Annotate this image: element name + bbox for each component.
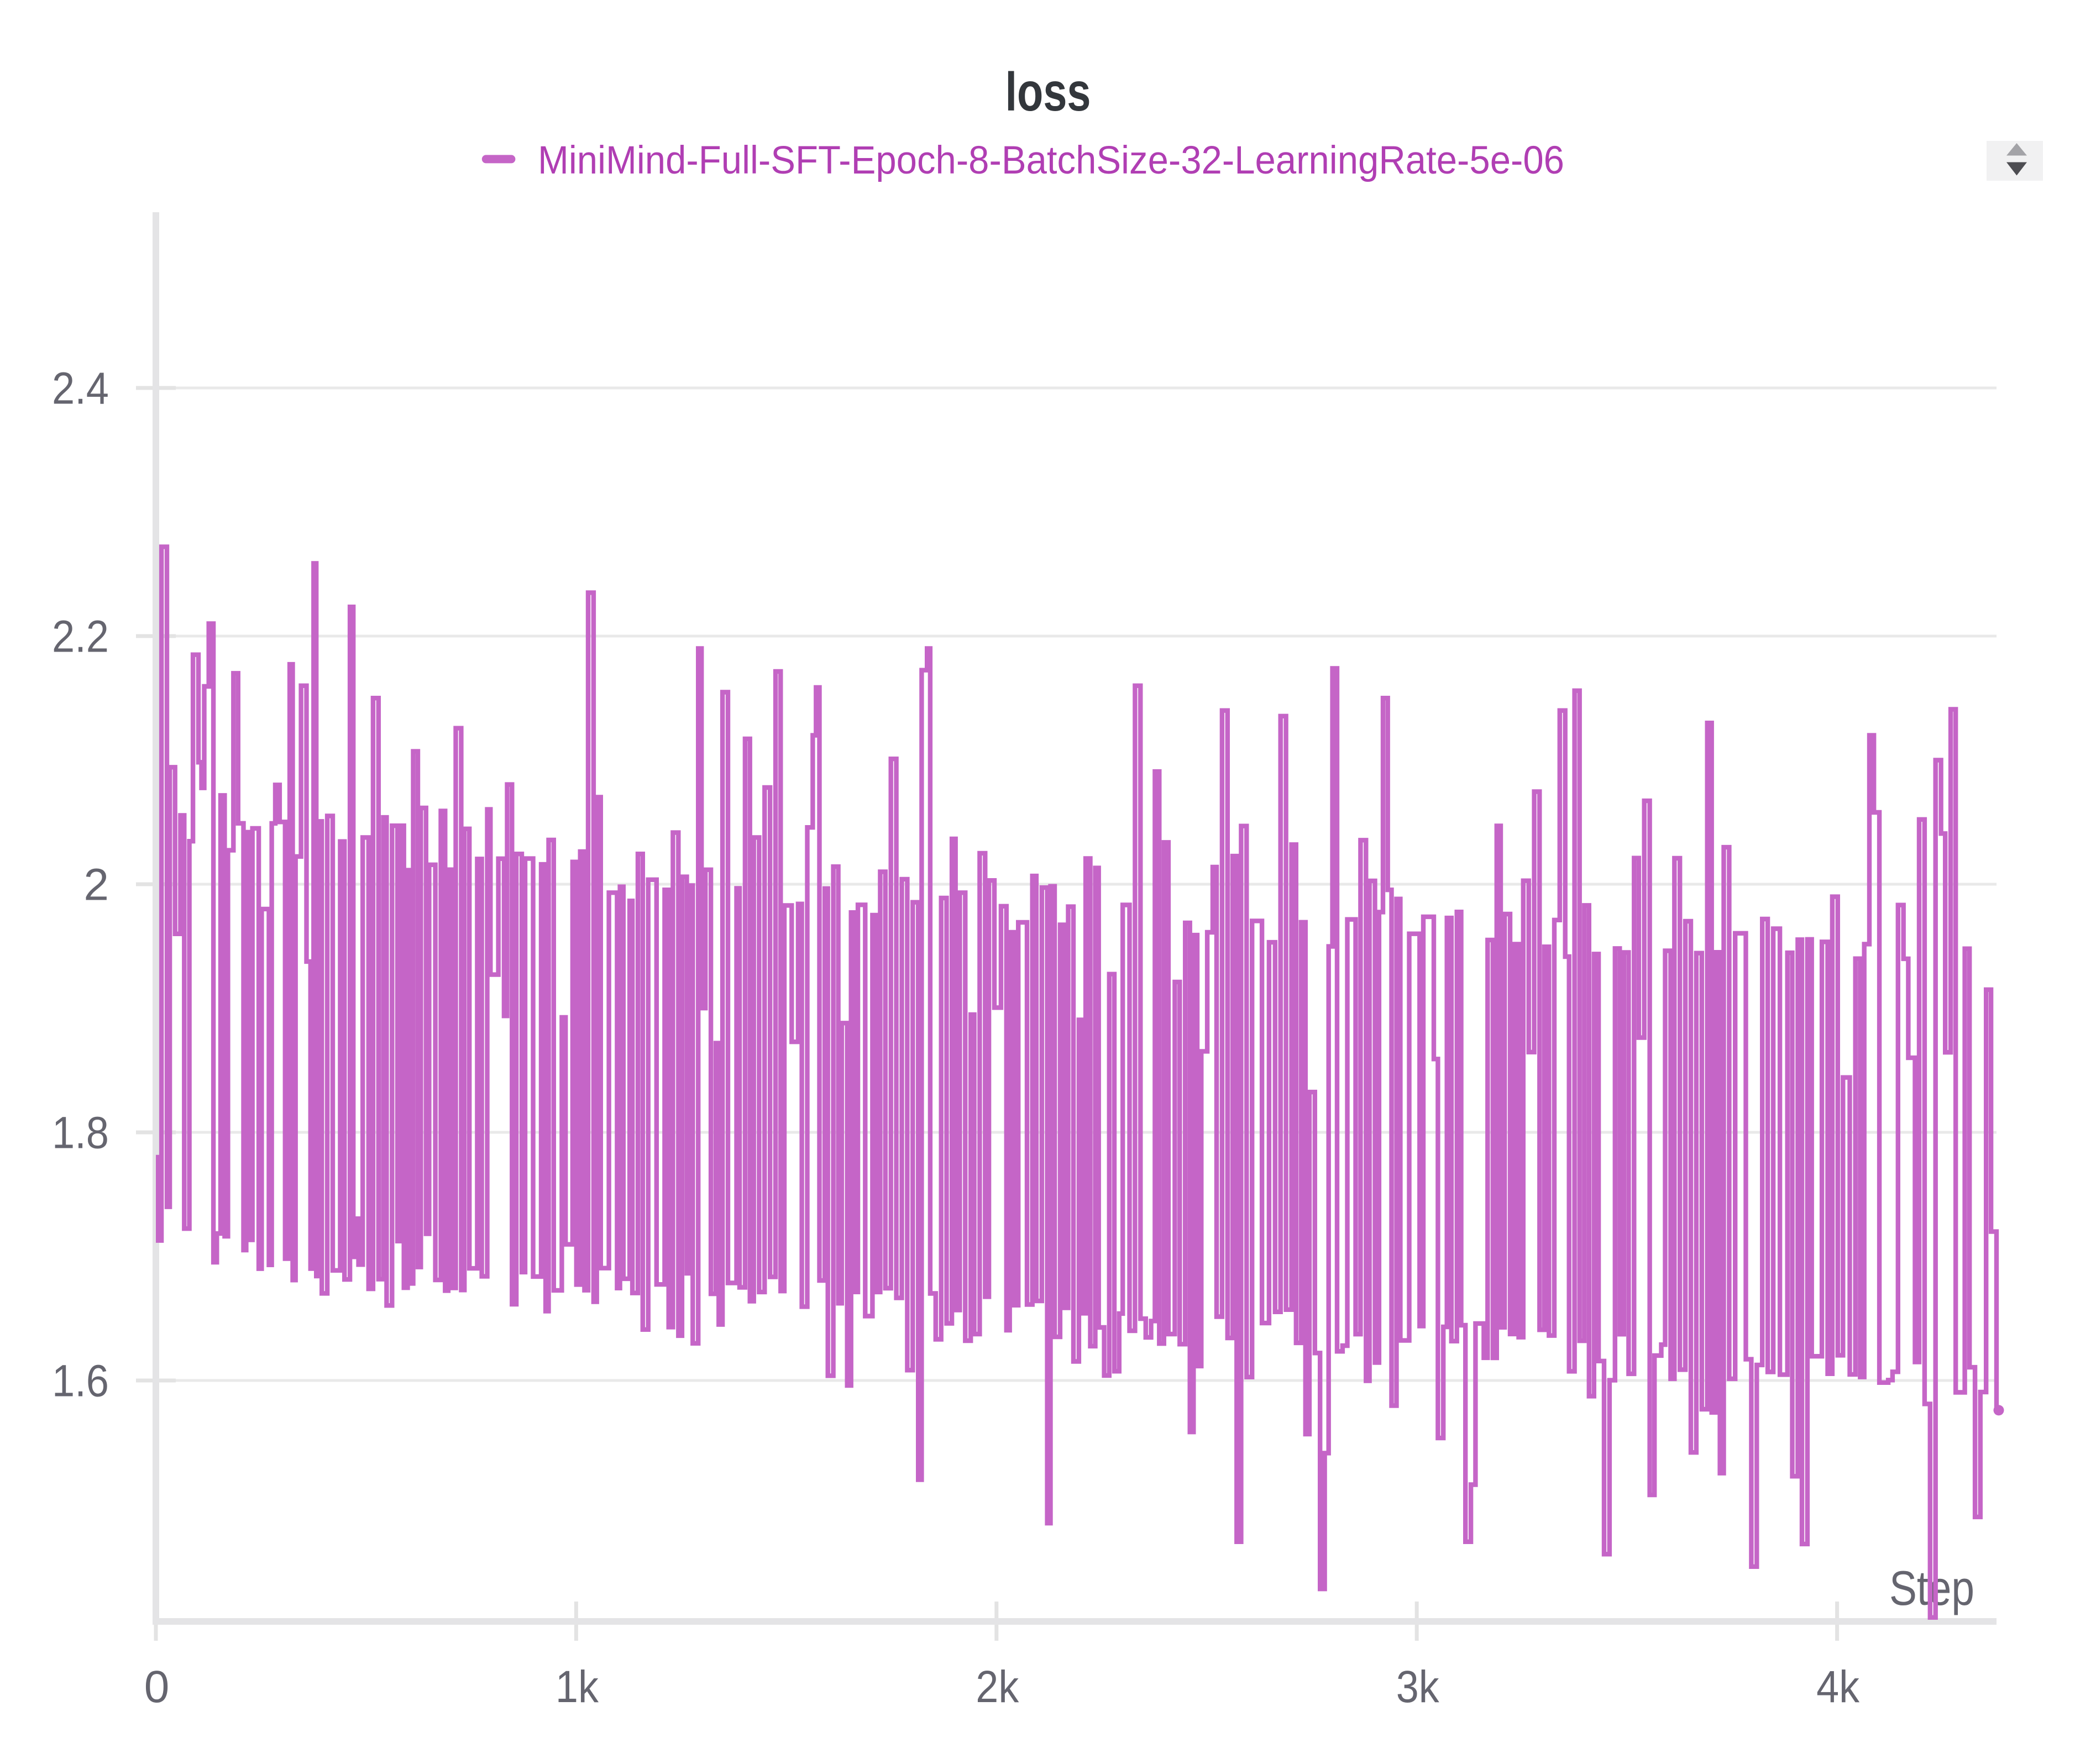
svg-text:2k: 2k [976, 1662, 1019, 1712]
svg-text:3k: 3k [1396, 1662, 1440, 1712]
svg-text:1k: 1k [556, 1662, 599, 1712]
svg-text:4k: 4k [1816, 1662, 1860, 1712]
svg-text:2.2: 2.2 [52, 612, 109, 662]
svg-text:2.4: 2.4 [52, 364, 109, 414]
svg-text:MiniMind-Full-SFT-Epoch-8-Batc: MiniMind-Full-SFT-Epoch-8-BatchSize-32-L… [538, 139, 1564, 182]
svg-text:1.6: 1.6 [52, 1356, 109, 1406]
svg-text:1.8: 1.8 [52, 1108, 109, 1158]
svg-text:loss: loss [1005, 61, 1091, 122]
svg-text:2: 2 [83, 860, 109, 910]
svg-text:0: 0 [144, 1662, 170, 1712]
